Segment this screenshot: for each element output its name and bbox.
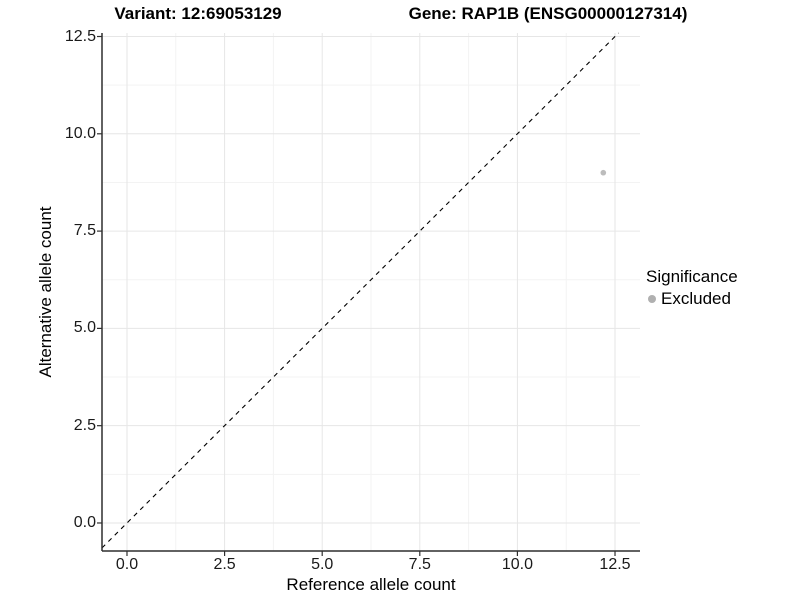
y-tick-label: 0.0 [73, 513, 96, 531]
identity-dashed-line [101, 32, 619, 549]
x-tick-label: 12.5 [599, 556, 631, 573]
y-tick-label: 12.5 [64, 27, 96, 45]
x-tick-label: 7.5 [408, 556, 431, 573]
legend-key-dot-icon [648, 294, 656, 303]
variant-title: Variant: 12:69053129 [114, 4, 282, 23]
x-tick-label: 5.0 [311, 556, 334, 573]
x-tick-label: 10.0 [501, 556, 533, 573]
gene-title: Gene: RAP1B (ENSG00000127314) [408, 4, 688, 23]
y-tick-label: 10.0 [64, 124, 96, 142]
legend-item-label: Excluded [661, 289, 731, 308]
y-tick-label: 5.0 [73, 319, 96, 337]
y-tick-label: 7.5 [73, 222, 96, 240]
legend: Significance Excluded [646, 266, 738, 309]
y-tick-label: 2.5 [73, 416, 96, 434]
x-tick-label: 0.0 [115, 556, 139, 573]
y-axis-title: Alternative allele count [36, 206, 55, 378]
legend-title: Significance [646, 267, 738, 286]
data-point [600, 169, 607, 176]
x-axis-title: Reference allele count [286, 575, 456, 594]
x-tick-label: 2.5 [213, 556, 236, 573]
legend-item-excluded: Excluded [646, 288, 738, 309]
